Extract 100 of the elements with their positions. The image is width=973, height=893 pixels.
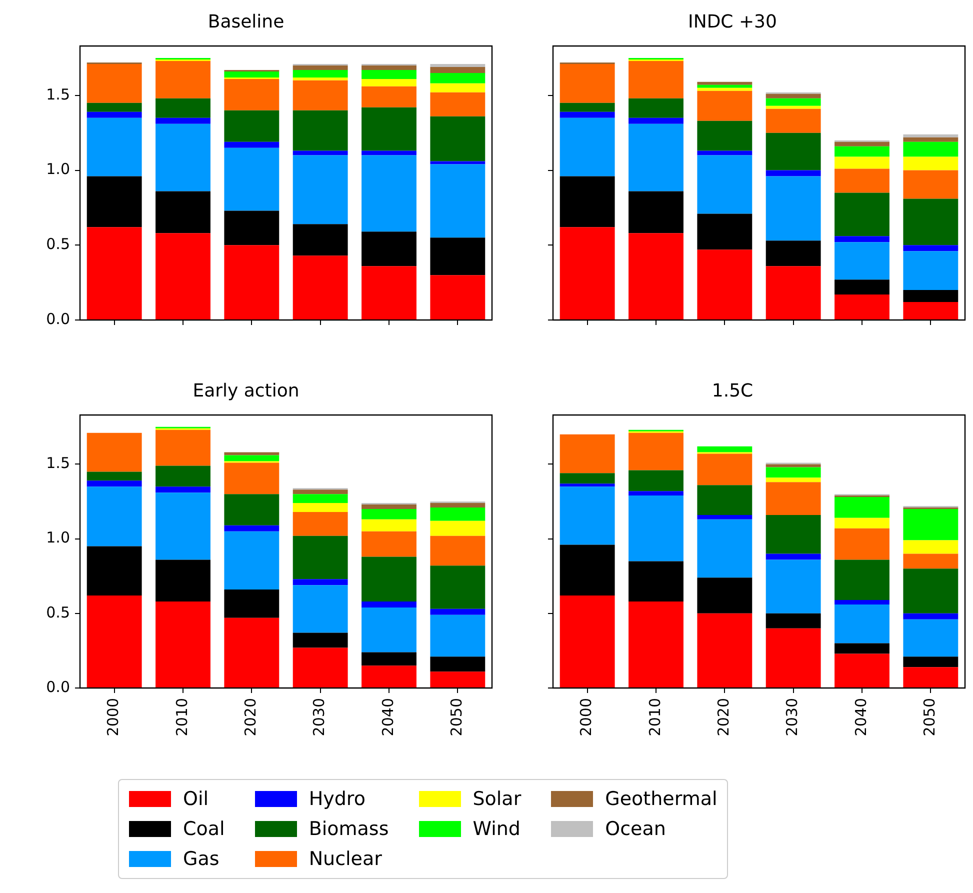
bar bbox=[362, 601, 416, 608]
x-tick-label: 2030 bbox=[783, 698, 802, 736]
bar bbox=[430, 161, 486, 164]
bar bbox=[903, 245, 958, 252]
bar bbox=[834, 560, 890, 600]
bar bbox=[362, 666, 416, 688]
legend-label: Ocean bbox=[605, 818, 666, 840]
bar bbox=[224, 142, 280, 148]
x-tick-label: 2040 bbox=[378, 698, 397, 736]
bar bbox=[362, 531, 416, 557]
bar bbox=[697, 82, 752, 85]
bar bbox=[903, 619, 958, 657]
bar bbox=[834, 497, 890, 518]
bar bbox=[766, 108, 821, 133]
bar bbox=[903, 568, 958, 614]
bar bbox=[560, 484, 615, 487]
x-tick-label: 2000 bbox=[104, 698, 122, 736]
bar bbox=[628, 496, 684, 562]
bar bbox=[430, 275, 486, 320]
bar bbox=[697, 150, 752, 156]
bar bbox=[560, 118, 615, 176]
bar bbox=[903, 656, 958, 668]
bar bbox=[766, 98, 821, 106]
bar bbox=[430, 83, 486, 92]
x-tick-label: 2000 bbox=[577, 698, 596, 736]
bar bbox=[224, 148, 280, 211]
bar bbox=[834, 600, 890, 604]
bar bbox=[766, 170, 821, 176]
y-tick-label: 1.0 bbox=[46, 528, 70, 547]
legend-label: Hydro bbox=[308, 788, 366, 810]
bar bbox=[224, 210, 280, 246]
bar bbox=[156, 560, 210, 602]
bar bbox=[628, 561, 684, 602]
bar bbox=[292, 494, 348, 504]
bar bbox=[362, 232, 416, 266]
bar bbox=[560, 227, 615, 320]
bar bbox=[292, 512, 348, 536]
bar bbox=[697, 578, 752, 614]
bar bbox=[834, 604, 890, 644]
bar bbox=[766, 628, 821, 688]
bar bbox=[430, 92, 486, 116]
bar bbox=[628, 601, 684, 688]
bar bbox=[224, 525, 280, 532]
bar bbox=[362, 504, 416, 509]
bar bbox=[430, 566, 486, 609]
bar bbox=[834, 654, 890, 688]
bar bbox=[628, 491, 684, 496]
legend-label: Wind bbox=[472, 818, 520, 840]
bar bbox=[430, 164, 486, 238]
bar bbox=[156, 233, 210, 320]
bar bbox=[224, 531, 280, 590]
bar bbox=[628, 98, 684, 118]
bar bbox=[86, 432, 142, 472]
bar bbox=[86, 176, 142, 228]
bar bbox=[903, 290, 958, 302]
bar bbox=[292, 579, 348, 586]
bar bbox=[903, 156, 958, 170]
bar bbox=[224, 494, 280, 526]
bar bbox=[156, 486, 210, 493]
bar bbox=[362, 107, 416, 151]
bar bbox=[903, 508, 958, 540]
bar bbox=[224, 78, 280, 110]
bar bbox=[86, 227, 142, 320]
bar bbox=[834, 168, 890, 193]
bar bbox=[697, 613, 752, 688]
bar bbox=[766, 514, 821, 554]
bar bbox=[628, 191, 684, 234]
bar bbox=[697, 120, 752, 151]
x-tick-label: 2050 bbox=[448, 698, 466, 736]
bar bbox=[430, 656, 486, 672]
bar bbox=[224, 452, 280, 456]
bar bbox=[362, 519, 416, 532]
bar bbox=[766, 478, 821, 482]
bar bbox=[292, 536, 348, 580]
bar bbox=[362, 556, 416, 602]
bar bbox=[86, 102, 142, 112]
chart-title: Early action bbox=[192, 380, 300, 402]
bar bbox=[766, 482, 821, 515]
bar bbox=[430, 72, 486, 84]
bar bbox=[834, 643, 890, 654]
bar bbox=[156, 601, 210, 688]
bar bbox=[224, 618, 280, 688]
bar bbox=[697, 514, 752, 520]
bar bbox=[903, 142, 958, 157]
bar bbox=[560, 473, 615, 484]
bar bbox=[834, 528, 890, 560]
legend-label: Gas bbox=[183, 848, 220, 870]
chart-title: INDC +30 bbox=[688, 11, 777, 32]
bar bbox=[292, 256, 348, 320]
bar bbox=[292, 585, 348, 633]
bar bbox=[362, 150, 416, 156]
bar bbox=[697, 84, 752, 88]
bar bbox=[362, 65, 416, 70]
bar bbox=[560, 434, 615, 474]
bar bbox=[766, 106, 821, 109]
bar bbox=[903, 540, 958, 554]
bar bbox=[292, 155, 348, 224]
x-tick-label: 2010 bbox=[646, 698, 664, 736]
bar bbox=[224, 110, 280, 142]
bar bbox=[292, 150, 348, 156]
